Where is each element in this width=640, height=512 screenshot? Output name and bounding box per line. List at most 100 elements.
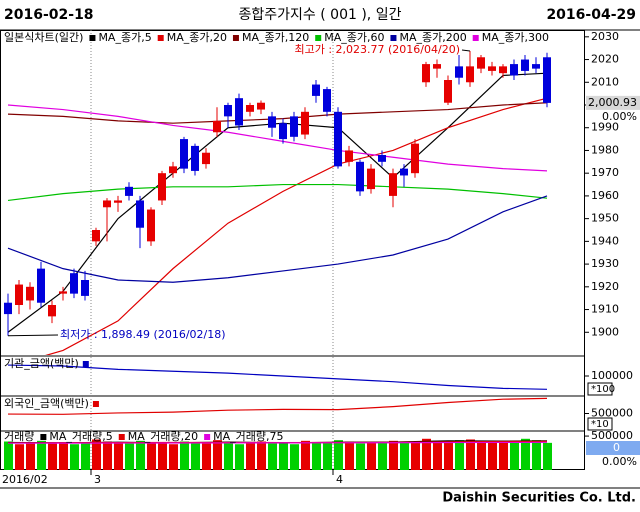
legend-label: 거래량 xyxy=(4,430,34,443)
legend-label: 일본식차트(일간) xyxy=(4,30,83,44)
legend-label: MA_거래량,5 xyxy=(49,430,112,443)
legend-label: MA_종가,200 xyxy=(399,31,466,44)
y-tick-label: 1960 xyxy=(591,189,619,202)
volume-bar xyxy=(367,442,376,470)
y-tick-label: 500000 xyxy=(591,429,633,442)
low-pointer xyxy=(7,334,59,337)
volume-bar xyxy=(466,439,475,470)
candle-body xyxy=(411,143,419,174)
chart-title: 종합주가지수 ( 001 ), 일간 xyxy=(239,7,402,23)
candle-body xyxy=(488,66,496,71)
candle-body xyxy=(532,64,540,69)
line xyxy=(7,102,548,124)
line xyxy=(7,104,548,172)
legend-label: MA_거래량,75 xyxy=(213,430,283,443)
legend-swatch xyxy=(157,35,164,41)
volume-bar xyxy=(356,443,365,470)
legend-swatch xyxy=(204,434,211,440)
panel-title: 기관_금액(백만) xyxy=(4,357,79,370)
candle-body xyxy=(103,200,111,208)
y-tick-label: 1900 xyxy=(591,325,619,338)
volume-bar xyxy=(191,442,200,470)
volume-bar xyxy=(70,444,79,470)
panel-title: 외국인_금액(백만) xyxy=(4,397,89,410)
candle-body xyxy=(466,66,474,83)
candle-body xyxy=(301,111,309,135)
candle-body xyxy=(279,123,287,140)
scale-note-box xyxy=(587,382,613,396)
volume-bar xyxy=(477,441,486,470)
candle-body xyxy=(136,200,144,228)
volume-bar xyxy=(213,440,222,470)
volume-current-box xyxy=(586,441,640,455)
candle-body xyxy=(246,105,254,112)
volume-bar xyxy=(268,443,277,470)
legend-label: MA_종가,5 xyxy=(98,31,151,44)
y-tick-label: 500000 xyxy=(591,407,633,420)
volume-bar xyxy=(290,444,299,470)
current-price: 2,000.93 xyxy=(588,96,637,109)
y-tick-label: 1950 xyxy=(591,212,619,225)
volume-bar xyxy=(411,441,420,470)
legend-swatch xyxy=(315,35,322,41)
line xyxy=(7,364,548,390)
y-tick-label: 100000 xyxy=(591,369,633,382)
legend-swatch xyxy=(232,35,239,41)
legend-swatch xyxy=(89,35,96,41)
candle-body xyxy=(334,111,342,167)
candle-body xyxy=(26,286,34,301)
volume-bar xyxy=(224,442,233,470)
candle-body xyxy=(180,139,188,169)
scale-note-box xyxy=(587,417,613,431)
candle-body xyxy=(125,186,133,196)
candle-body xyxy=(400,168,408,176)
candle-body xyxy=(147,209,155,242)
volume-bar xyxy=(301,440,310,470)
candle-body xyxy=(455,66,463,78)
y-tick-label: 1990 xyxy=(591,121,619,134)
candle-body xyxy=(81,280,89,296)
end-date: 2016-04-29 xyxy=(546,7,636,23)
y-tick-label: 1920 xyxy=(591,280,619,293)
candle-body xyxy=(312,84,320,96)
volume-bar xyxy=(103,441,112,470)
volume-bar xyxy=(422,438,431,470)
candle-body xyxy=(510,64,518,76)
candle-body xyxy=(15,284,23,305)
candle-body xyxy=(433,64,441,69)
volume-bar xyxy=(521,438,530,470)
candle-body xyxy=(444,80,452,103)
volume-bar xyxy=(334,440,343,470)
candle-body xyxy=(268,116,276,128)
candle-body xyxy=(521,59,529,71)
candle-body xyxy=(378,155,386,162)
candle-body xyxy=(92,230,100,242)
y-tick-label: 1910 xyxy=(591,303,619,316)
volume-bar xyxy=(323,442,332,470)
candle-body xyxy=(499,66,507,74)
x-tick-label: 4 xyxy=(336,473,343,486)
volume-bar xyxy=(257,441,266,470)
legend-label: MA_종가,120 xyxy=(242,31,309,44)
legend-swatch xyxy=(472,35,479,41)
candle-body xyxy=(367,168,375,190)
volume-bar xyxy=(26,442,35,470)
volume-bar xyxy=(180,441,189,470)
legend-label: MA_종가,20 xyxy=(167,31,227,44)
y-tick-label: 2020 xyxy=(591,53,619,66)
y-tick-label: 1940 xyxy=(591,234,619,247)
scale-note: *100 xyxy=(591,384,615,395)
candle-body xyxy=(422,64,430,83)
y-tick-label: 1980 xyxy=(591,143,619,156)
volume-bar xyxy=(147,442,156,470)
legend-swatch xyxy=(40,434,47,440)
legend-label: MA_종가,60 xyxy=(324,31,384,44)
volume-bar xyxy=(499,442,508,470)
candle-body xyxy=(191,145,199,171)
current-price-box xyxy=(586,95,640,110)
volume-bar xyxy=(37,440,46,470)
candle-body xyxy=(169,166,177,174)
footer: Daishin Securities Co. Ltd. xyxy=(442,491,636,506)
candle-body xyxy=(389,173,397,196)
volume-bar xyxy=(4,441,13,470)
